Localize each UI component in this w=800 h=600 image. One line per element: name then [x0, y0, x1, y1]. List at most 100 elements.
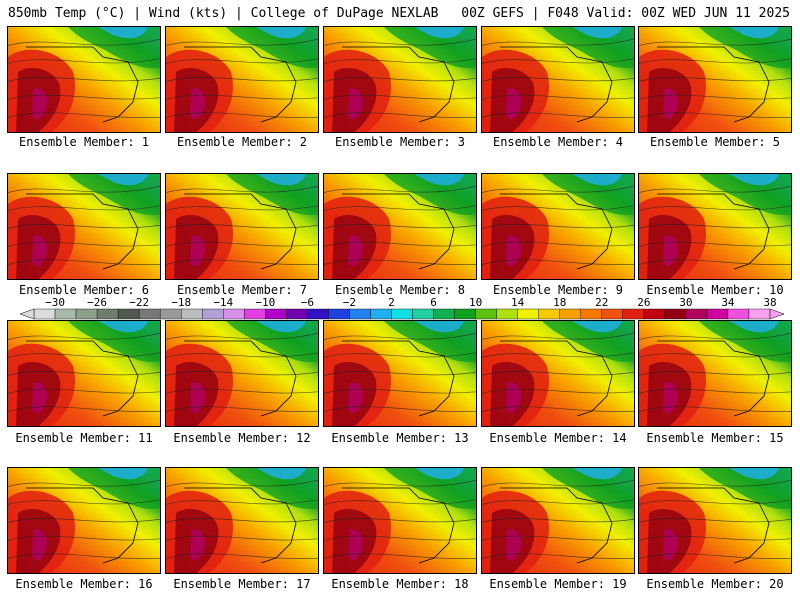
ensemble-map-panel	[165, 26, 319, 133]
colorbar-segment	[265, 308, 287, 320]
ensemble-member-label: Ensemble Member: 20	[646, 577, 784, 591]
temperature-map	[324, 321, 476, 426]
colorbar-right-arrow	[769, 308, 784, 320]
temperature-colorbar	[20, 308, 784, 320]
ensemble-map-panel	[165, 173, 319, 280]
colorbar-tick-label: 14	[511, 296, 525, 309]
header-right-title: 00Z GEFS | F048 Valid: 00Z WED JUN 11 20…	[461, 6, 790, 21]
temperature-map	[639, 468, 791, 573]
colorbar-segment	[601, 308, 623, 320]
colorbar-segment	[75, 308, 98, 320]
colorbar-segment	[622, 308, 645, 320]
ensemble-member-label: Ensemble Member: 17	[173, 577, 311, 591]
ensemble-map-panel	[638, 26, 792, 133]
ensemble-map-panel	[165, 320, 319, 427]
colorbar-segment	[517, 308, 539, 320]
colorbar-tick-label: −14	[213, 296, 234, 309]
ensemble-map-panel	[481, 26, 635, 133]
colorbar-tick-label: 34	[721, 296, 735, 309]
colorbar-tick-label: 2	[388, 296, 395, 309]
ensemble-member-label: Ensemble Member: 3	[334, 135, 466, 149]
colorbar-segment	[433, 308, 455, 320]
colorbar-tick-label: −30	[45, 296, 65, 309]
colorbar-segment	[54, 308, 77, 320]
temperature-map	[482, 321, 634, 426]
ensemble-map-panel	[638, 173, 792, 280]
temperature-map	[324, 27, 476, 132]
colorbar-tick-label: −6	[300, 296, 314, 309]
colorbar-segment	[538, 308, 560, 320]
ensemble-map-panel	[7, 26, 161, 133]
colorbar-left-arrow	[20, 308, 35, 320]
ensemble-member-label: Ensemble Member: 7	[176, 283, 308, 297]
ensemble-member-label: Ensemble Member: 19	[489, 577, 627, 591]
colorbar-segment	[580, 308, 602, 320]
ensemble-member-label: Ensemble Member: 6	[18, 283, 150, 297]
ensemble-member-label: Ensemble Member: 13	[331, 431, 469, 445]
ensemble-member-label: Ensemble Member: 8	[334, 283, 466, 297]
colorbar-tick-label: 26	[637, 296, 651, 309]
temperature-map	[8, 174, 160, 279]
ensemble-member-label: Ensemble Member: 18	[331, 577, 469, 591]
colorbar-segment	[223, 308, 245, 320]
colorbar-segment	[391, 308, 413, 320]
temperature-map	[166, 27, 318, 132]
colorbar-segment	[706, 308, 729, 320]
colorbar-tick-label: −22	[129, 296, 150, 309]
ensemble-map-panel	[481, 467, 635, 574]
ensemble-map-panel	[7, 173, 161, 280]
temperature-map	[324, 468, 476, 573]
colorbar-segment	[138, 308, 161, 320]
temperature-map	[639, 174, 791, 279]
colorbar-tick-label: 30	[679, 296, 693, 309]
ensemble-member-label: Ensemble Member: 16	[15, 577, 153, 591]
ensemble-member-label: Ensemble Member: 15	[646, 431, 784, 445]
colorbar-tick-label: 22	[595, 296, 609, 309]
colorbar-segment	[643, 308, 666, 320]
ensemble-member-label: Ensemble Member: 2	[176, 135, 308, 149]
colorbar-segment	[328, 308, 350, 320]
colorbar-tick-label: −2	[342, 296, 357, 309]
ensemble-map-panel	[165, 467, 319, 574]
temperature-map	[166, 468, 318, 573]
ensemble-map-panel	[323, 26, 477, 133]
colorbar-segment	[454, 308, 476, 320]
colorbar-segment	[202, 308, 224, 320]
colorbar-segment	[412, 308, 434, 320]
colorbar-segment	[475, 308, 497, 320]
temperature-map	[8, 27, 160, 132]
colorbar-tick-label: −26	[87, 296, 108, 309]
ensemble-member-label: Ensemble Member: 11	[15, 431, 153, 445]
temperature-map	[639, 27, 791, 132]
ensemble-member-label: Ensemble Member: 1	[18, 135, 150, 149]
colorbar-segment	[307, 308, 329, 320]
ensemble-map-panel	[7, 320, 161, 427]
colorbar-tick-label: 18	[553, 296, 567, 309]
ensemble-member-label: Ensemble Member: 5	[649, 135, 781, 149]
colorbar-segment	[496, 308, 518, 320]
colorbar-tick-label: −10	[255, 296, 276, 309]
ensemble-map-panel	[638, 467, 792, 574]
ensemble-map-panel	[481, 173, 635, 280]
ensemble-map-panel	[323, 173, 477, 280]
temperature-map	[166, 321, 318, 426]
colorbar-segment	[286, 308, 308, 320]
colorbar-segment	[159, 308, 182, 320]
temperature-map	[482, 27, 634, 132]
colorbar-segment	[96, 308, 119, 320]
colorbar-tick-label: 38	[763, 296, 777, 309]
colorbar-segment	[117, 308, 140, 320]
colorbar-segment	[748, 308, 771, 320]
ensemble-member-label: Ensemble Member: 9	[492, 283, 624, 297]
ensemble-map-panel	[7, 467, 161, 574]
ensemble-map-panel	[323, 467, 477, 574]
colorbar-segment	[349, 308, 371, 320]
colorbar-segment	[244, 308, 266, 320]
colorbar-segment	[664, 308, 687, 320]
temperature-map	[8, 321, 160, 426]
ensemble-member-label: Ensemble Member: 14	[489, 431, 627, 445]
temperature-map	[8, 468, 160, 573]
colorbar-segment	[180, 308, 203, 320]
colorbar-tick-label: 10	[468, 296, 483, 309]
header-left-title: 850mb Temp (°C) | Wind (kts) | College o…	[8, 6, 439, 21]
